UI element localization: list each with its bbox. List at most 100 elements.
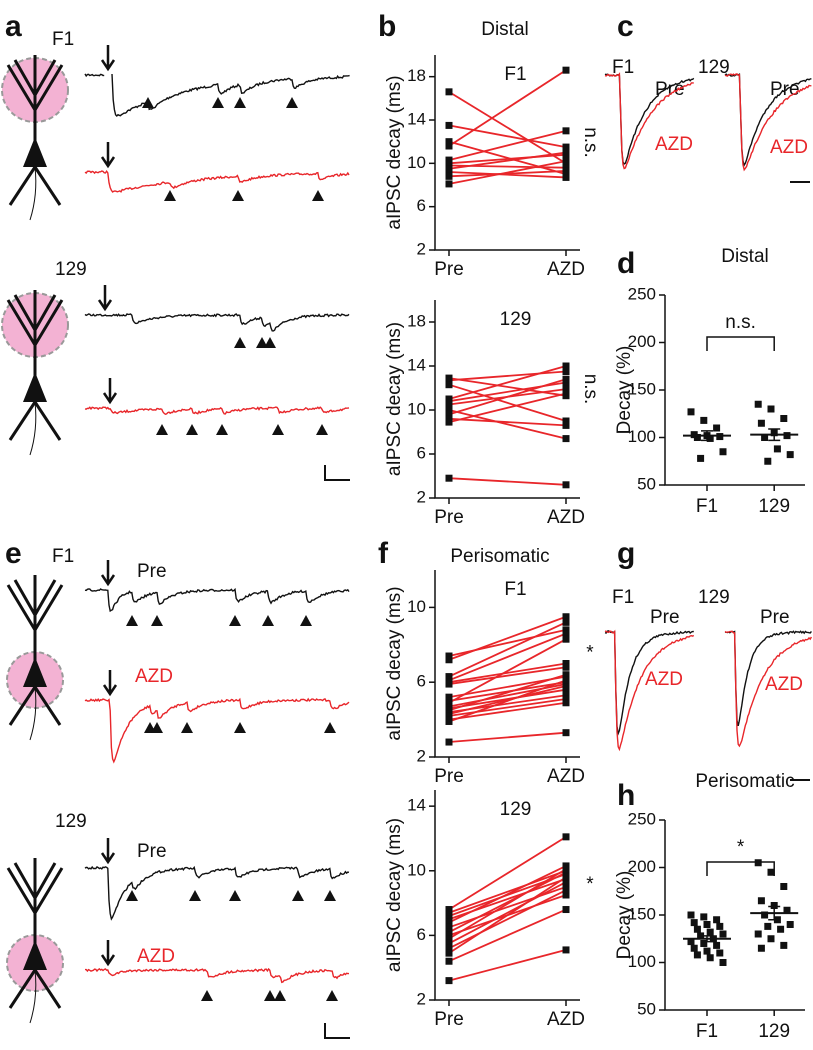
pair-line: [448, 129, 567, 161]
stim-arrow: [100, 940, 116, 967]
pair-line: [448, 886, 567, 929]
point: [562, 663, 570, 671]
pair-line: [448, 836, 567, 911]
point: [445, 401, 453, 408]
stim-arrow: [100, 45, 116, 72]
panel-letter: g: [617, 537, 635, 570]
pair-line: [448, 638, 567, 704]
trace-label: Pre: [137, 841, 167, 862]
neuron-perisomatic: [6, 856, 64, 1025]
pair-line: [448, 377, 567, 397]
trace: [724, 630, 813, 748]
pair-line: [448, 170, 567, 178]
point: [562, 368, 570, 375]
trace: [84, 865, 350, 921]
point: [445, 673, 453, 681]
neuron-distal: [1, 288, 69, 457]
point: [445, 474, 453, 482]
point: [706, 928, 714, 936]
point: [761, 434, 769, 441]
y-axis-label: aIPSC decay (ms): [384, 322, 405, 476]
point: [562, 946, 570, 954]
pair-line: [448, 370, 567, 382]
point: [445, 121, 453, 129]
strain-label: F1: [612, 587, 634, 608]
trace-label: Pre: [137, 561, 167, 582]
point: [562, 878, 570, 886]
pair-line: [448, 949, 567, 982]
scale-bar: [324, 1023, 350, 1039]
event-marker: [126, 890, 138, 901]
pair-line: [448, 628, 567, 657]
trace-label: AZD: [765, 674, 803, 695]
y-tick-label: 10: [407, 860, 426, 879]
pair-line: [448, 91, 567, 165]
x-tick-label: AZD: [547, 259, 585, 280]
trace: [604, 72, 694, 170]
strain-label: 129: [698, 587, 730, 608]
error-bar: [701, 430, 713, 442]
x-tick-label: AZD: [547, 507, 585, 528]
chart-title: Perisomatic: [695, 771, 794, 792]
point: [693, 925, 701, 933]
point: [773, 445, 781, 453]
y-tick-label: 10: [407, 597, 426, 616]
point: [445, 172, 453, 180]
x-tick-label: Pre: [434, 1009, 464, 1030]
y-tick-label: 50: [637, 999, 656, 1018]
pair-line: [448, 417, 567, 427]
point: [562, 891, 570, 899]
trace: [84, 697, 350, 764]
point: [445, 376, 453, 384]
point: [713, 941, 721, 949]
pair-line: [448, 871, 567, 933]
panel-letter: c: [617, 10, 634, 43]
event-marker: [156, 424, 168, 435]
event-marker: [272, 424, 284, 435]
point: [562, 626, 570, 634]
pair-line: [448, 151, 567, 170]
point: [445, 693, 453, 701]
point: [719, 448, 727, 456]
y-tick-label: 250: [628, 809, 656, 828]
event-marker: [164, 190, 176, 201]
trace: [725, 630, 812, 727]
point: [757, 944, 765, 952]
y-tick-label: 10: [407, 153, 426, 172]
point: [764, 457, 772, 465]
event-marker: [151, 615, 163, 626]
error-bar: [701, 935, 713, 943]
point: [562, 676, 570, 684]
point: [445, 418, 453, 426]
pair-line: [448, 869, 567, 914]
point: [703, 947, 711, 955]
point: [786, 451, 794, 459]
y-tick-label: 6: [417, 925, 426, 944]
strain-label: F1: [52, 29, 74, 50]
event-marker: [264, 337, 276, 348]
point: [445, 138, 453, 146]
point: [780, 941, 788, 949]
point: [562, 417, 570, 425]
x-tick-label: AZD: [547, 766, 585, 787]
point: [562, 173, 570, 181]
stim-arrow: [97, 285, 113, 312]
point: [690, 944, 698, 952]
strain-label: F1: [612, 57, 634, 78]
point: [562, 167, 570, 175]
point: [693, 951, 701, 959]
point: [754, 400, 762, 408]
y-tick-label: 200: [628, 857, 656, 876]
point: [445, 738, 453, 746]
pair-line: [448, 621, 567, 678]
point: [445, 918, 453, 926]
point: [767, 935, 775, 943]
trace-label: AZD: [770, 137, 808, 158]
point: [562, 362, 570, 370]
point: [562, 127, 570, 135]
y-tick-label: 10: [407, 399, 426, 418]
point: [445, 381, 453, 389]
pair-line: [448, 662, 567, 684]
annotation: *: [586, 643, 594, 664]
point: [562, 421, 570, 429]
